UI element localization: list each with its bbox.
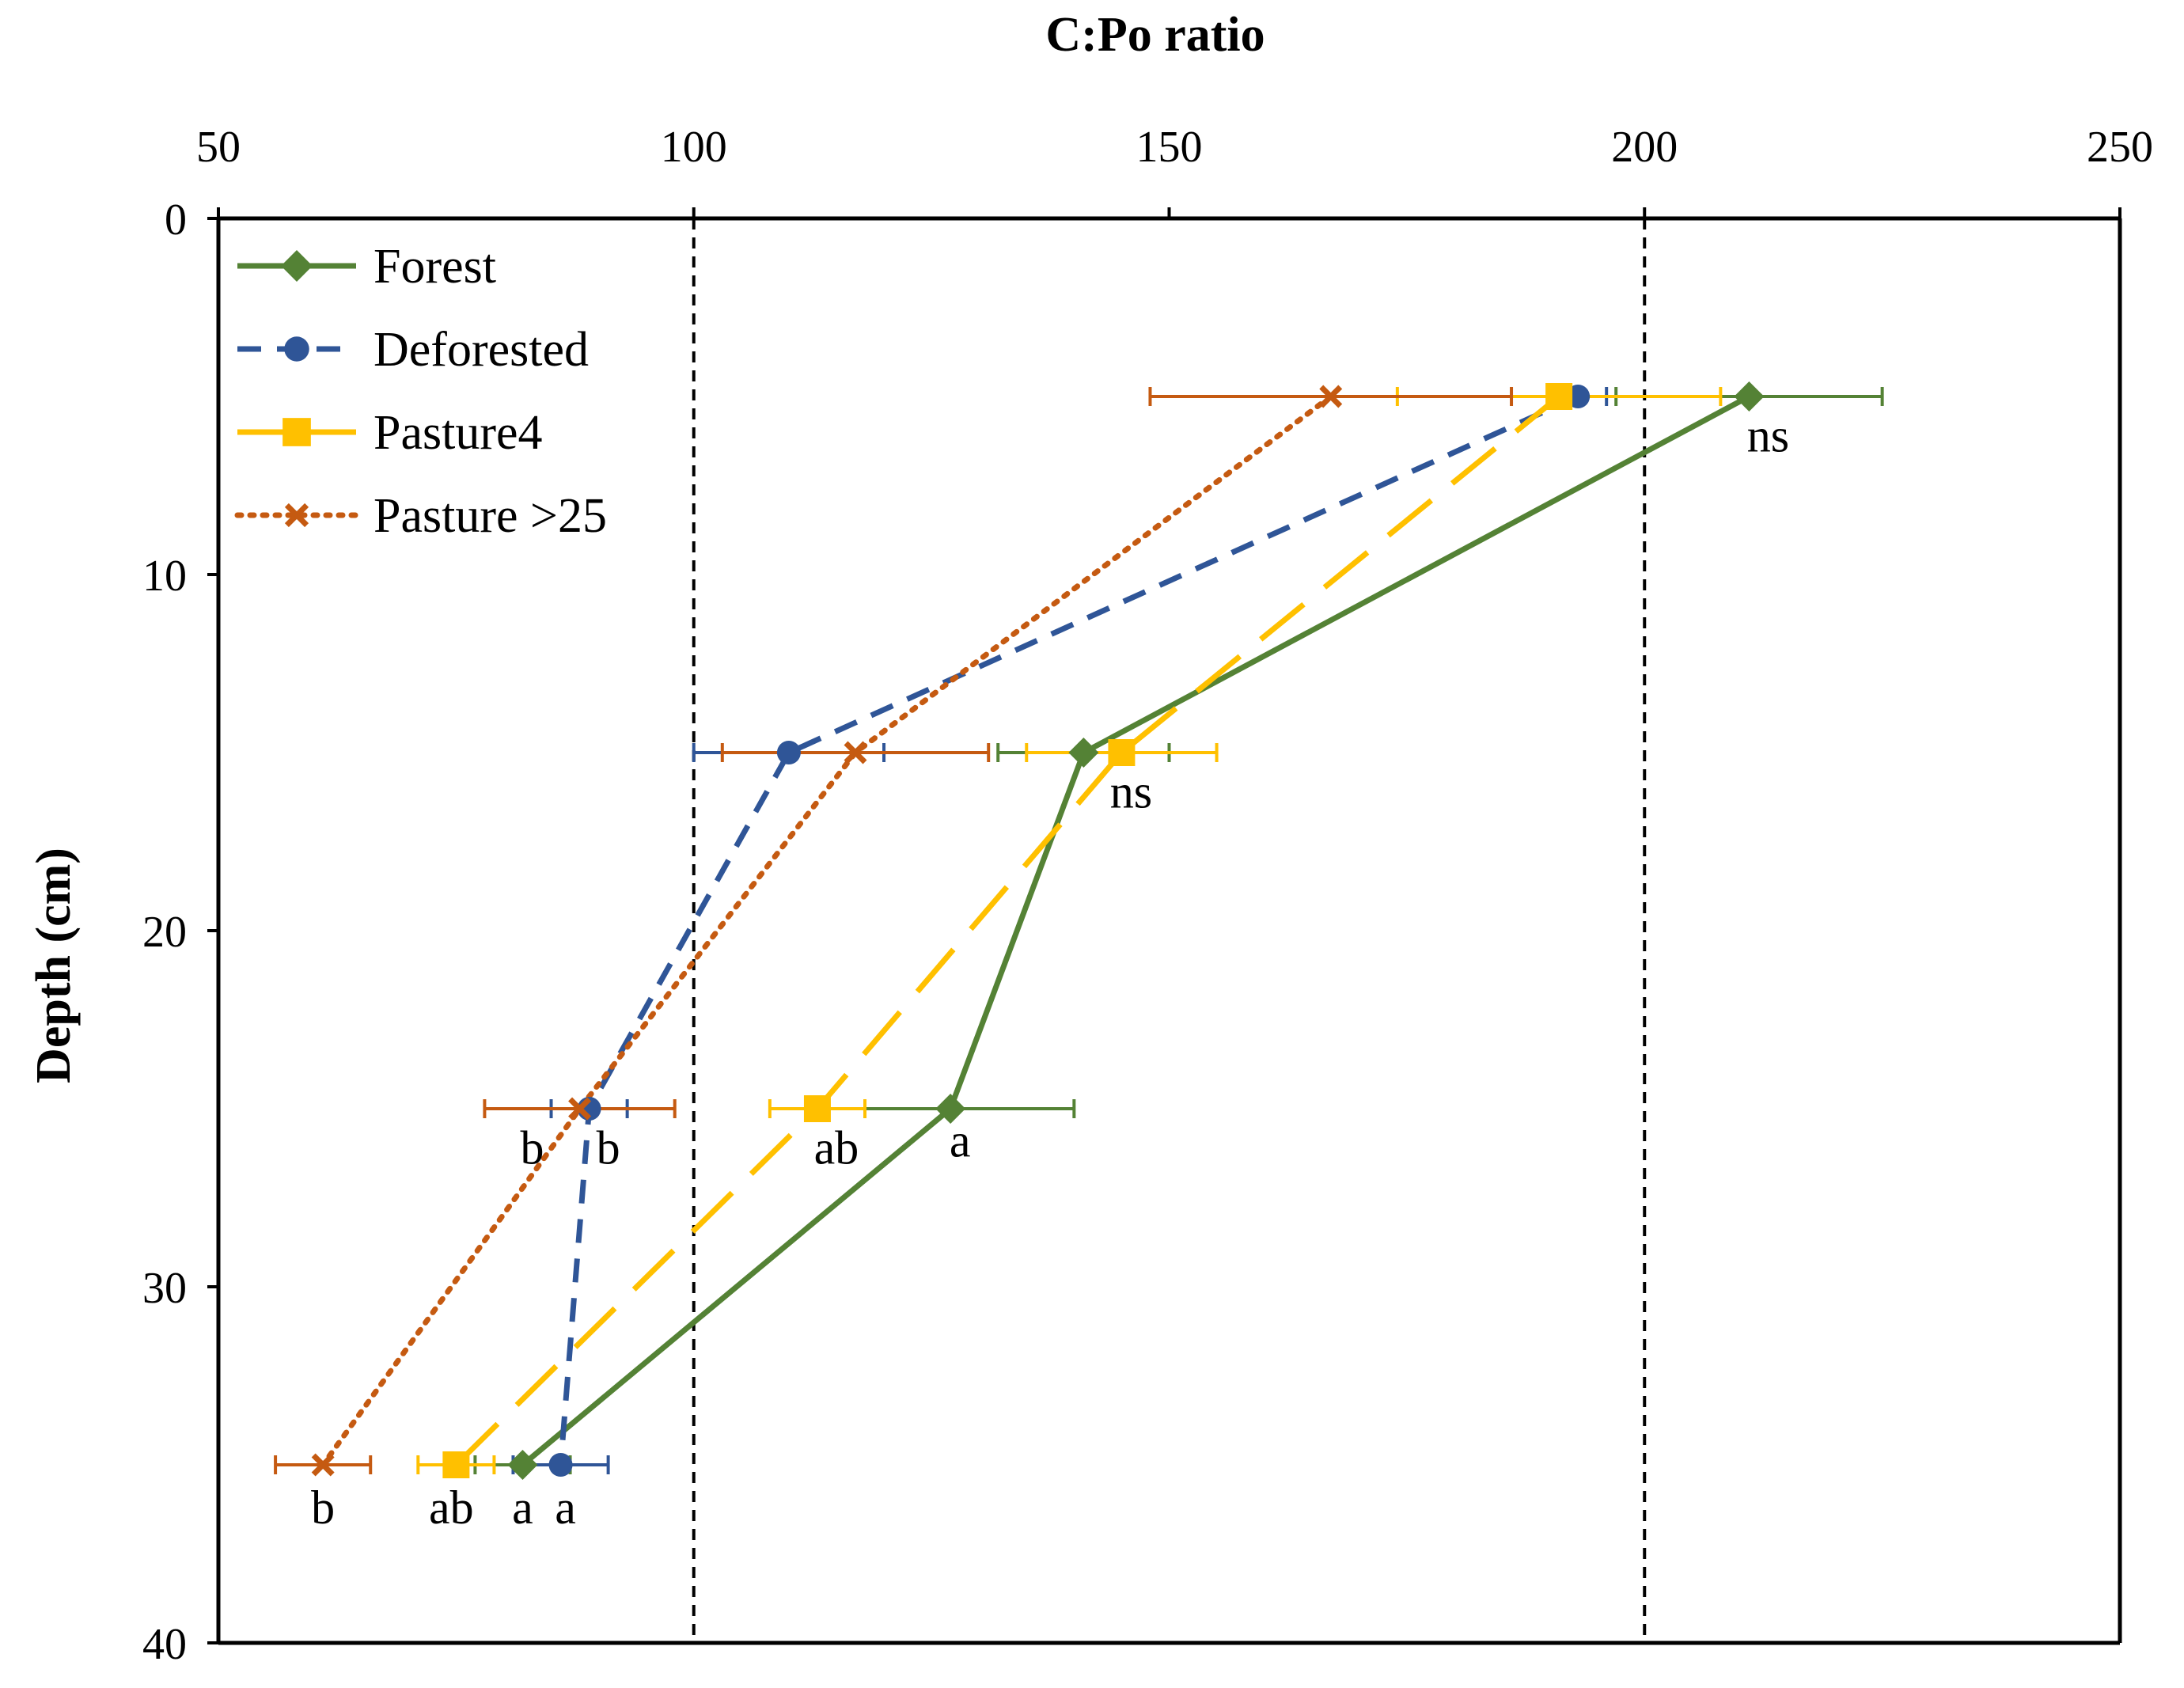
significance-label: b bbox=[520, 1122, 544, 1174]
y-tick-label: 30 bbox=[142, 1264, 187, 1313]
series-line-deforested bbox=[558, 393, 1579, 1466]
markers-pasture-25 bbox=[311, 385, 1343, 1477]
significance-label: b bbox=[311, 1481, 335, 1534]
significance-label: a bbox=[512, 1481, 533, 1534]
legend-marker-deforested bbox=[284, 336, 309, 362]
x-tick-label: 200 bbox=[1611, 123, 1678, 172]
series bbox=[274, 381, 1884, 1480]
significance-label: a bbox=[555, 1481, 576, 1534]
y-tick-label: 10 bbox=[142, 552, 187, 601]
x-tick-label: 250 bbox=[2087, 123, 2153, 172]
reference-lines bbox=[692, 218, 1647, 1643]
axes: 50 100 150 200 250 0 10 20 30 40 bbox=[142, 123, 2153, 1669]
data-point-pasture4 bbox=[442, 1451, 470, 1478]
data-point-pasture4 bbox=[1545, 383, 1573, 410]
data-point-forest bbox=[1068, 738, 1099, 768]
data-point-pasture4 bbox=[1108, 739, 1136, 766]
significance-label: ns bbox=[1747, 410, 1789, 462]
series-line-forest bbox=[521, 393, 1751, 1467]
significance-label: ns bbox=[1110, 766, 1152, 818]
legend-marker-forest bbox=[281, 250, 313, 282]
significance-label: b bbox=[597, 1122, 620, 1174]
x-tick-label: 100 bbox=[661, 123, 727, 172]
data-point-forest bbox=[507, 1450, 538, 1480]
y-tick-label: 20 bbox=[142, 908, 187, 957]
y-tick-label: 0 bbox=[165, 195, 187, 245]
significance-label: a bbox=[950, 1115, 971, 1167]
data-point-pasture-25 bbox=[1319, 385, 1343, 408]
x-axis-title: C:Po ratio bbox=[1045, 8, 1265, 62]
legend-label-pasture4: Pasture4 bbox=[373, 406, 543, 460]
series-line-pasture-25 bbox=[320, 393, 1334, 1468]
data-point-pasture-25 bbox=[311, 1453, 335, 1477]
x-tick-label: 150 bbox=[1136, 123, 1203, 172]
legend-label-forest: Forest bbox=[373, 240, 496, 294]
significance-label: ab bbox=[814, 1122, 859, 1174]
data-point-forest bbox=[1734, 381, 1765, 412]
legend: Forest Deforested Pasture4 Pasture >25 bbox=[234, 240, 607, 543]
legend-label-pasture-25: Pasture >25 bbox=[373, 489, 607, 543]
series-line-pasture4 bbox=[453, 394, 1561, 1467]
data-point-deforested bbox=[548, 1453, 573, 1477]
data-point-pasture-25 bbox=[844, 741, 867, 764]
y-tick-label: 40 bbox=[142, 1620, 187, 1669]
markers-pasture4 bbox=[442, 383, 1573, 1478]
data-point-deforested bbox=[776, 741, 801, 764]
significance-label: ab bbox=[429, 1481, 474, 1534]
legend-label-deforested: Deforested bbox=[373, 323, 589, 377]
y-axis-title: Depth (cm) bbox=[27, 848, 81, 1083]
legend-marker-pasture4 bbox=[282, 418, 311, 446]
data-point-pasture-25 bbox=[568, 1097, 592, 1121]
x-tick-label: 50 bbox=[196, 123, 241, 172]
data-point-pasture4 bbox=[803, 1095, 831, 1122]
data-point-forest bbox=[935, 1094, 966, 1124]
legend-marker-pasture-25 bbox=[284, 503, 309, 528]
markers-forest bbox=[507, 381, 1765, 1480]
